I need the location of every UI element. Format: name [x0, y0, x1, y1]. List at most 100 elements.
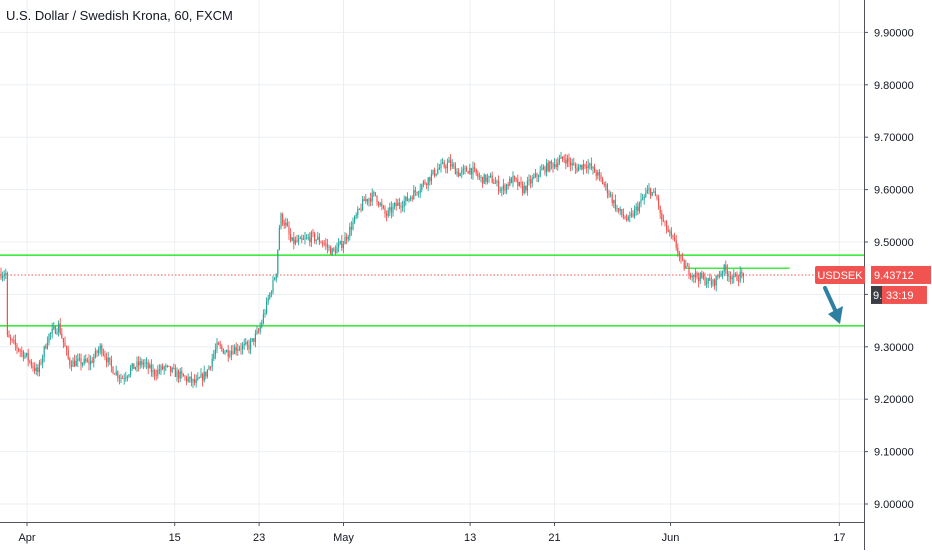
candle-body — [578, 166, 580, 172]
candle-body — [456, 171, 458, 175]
candle-body — [238, 348, 240, 350]
candle-body — [331, 248, 333, 255]
candle-body — [706, 283, 708, 285]
candle-body — [386, 213, 388, 216]
candle-body — [53, 326, 55, 329]
candle-body — [91, 360, 93, 363]
candle-body — [589, 163, 591, 166]
candle-body — [19, 350, 21, 352]
candle-body — [234, 347, 236, 354]
candle-body — [317, 237, 319, 240]
candle-body — [686, 265, 688, 267]
candle-body — [291, 237, 293, 241]
down-arrow-shaft — [823, 286, 838, 314]
candle-body — [605, 184, 607, 186]
candle-body — [630, 213, 632, 216]
candle-body — [350, 226, 352, 230]
candle-body — [163, 366, 165, 370]
candle-body — [693, 275, 695, 278]
candle-body — [310, 232, 312, 243]
candle-body — [0, 273, 2, 279]
candle-body — [34, 367, 36, 372]
candle-body — [254, 333, 256, 342]
candle-body — [586, 166, 588, 168]
candle-body — [544, 166, 546, 173]
candle-body — [211, 358, 213, 367]
candle-body — [75, 360, 77, 367]
candle-body — [206, 369, 208, 377]
candle-body — [176, 371, 178, 377]
candle-body — [323, 243, 325, 245]
candle-body — [299, 237, 301, 240]
candle-body — [635, 206, 637, 210]
candle-body — [562, 156, 564, 160]
candle-body — [640, 199, 642, 204]
candle-body — [93, 357, 95, 363]
candle-body — [360, 208, 362, 211]
candle-body — [67, 349, 69, 359]
candle-body — [246, 342, 248, 345]
candle-body — [221, 346, 223, 349]
candle-body — [32, 365, 34, 368]
candle-body — [122, 378, 124, 379]
candle-body — [510, 178, 512, 184]
candle-body — [723, 264, 725, 273]
candle-body — [371, 192, 373, 202]
candle-body — [632, 213, 634, 217]
candle-body — [592, 166, 594, 169]
candle-body — [651, 192, 653, 196]
candle-body — [504, 184, 506, 191]
candle-body — [134, 367, 136, 369]
candle-body — [446, 162, 448, 169]
candle-body — [72, 360, 74, 367]
candle-body — [459, 173, 461, 177]
candle-body — [416, 192, 418, 194]
candle-body — [213, 354, 215, 359]
candle-body — [373, 192, 375, 194]
candle-body — [549, 161, 551, 171]
y-tick-label: 9.60000 — [874, 185, 914, 197]
candle-body — [462, 168, 464, 171]
countdown-price-prefix: 9. — [873, 290, 882, 302]
candle-body — [29, 360, 31, 362]
candle-body — [282, 213, 284, 224]
candle-body — [283, 223, 285, 226]
candle-body — [702, 276, 704, 278]
candle-body — [309, 237, 311, 243]
candle-body — [485, 174, 487, 182]
candle-body — [530, 179, 532, 184]
candle-body — [125, 377, 127, 379]
candle-body — [698, 277, 700, 282]
candle-body — [680, 255, 682, 259]
candle-body — [173, 368, 175, 369]
candle-body — [294, 239, 296, 244]
candle-body — [501, 189, 503, 191]
candle-body — [558, 158, 560, 163]
candle-body — [682, 258, 684, 261]
candle-body — [10, 337, 12, 340]
candle-body — [661, 213, 663, 220]
candle-body — [704, 276, 706, 285]
candle-body — [658, 198, 660, 207]
candle-body — [210, 366, 212, 368]
candle-body — [448, 160, 450, 163]
candle-body — [352, 222, 354, 230]
candle-body — [626, 218, 628, 220]
candle-body — [214, 349, 216, 355]
candle-body — [621, 209, 623, 215]
candle-body — [232, 350, 234, 354]
candle-body — [642, 198, 644, 200]
candle-body — [525, 185, 527, 191]
candle-body — [619, 209, 621, 211]
candle-body — [194, 379, 196, 383]
candle-body — [560, 156, 562, 159]
candle-body — [430, 173, 432, 182]
candle-body — [629, 215, 631, 217]
candle-body — [162, 365, 164, 370]
candle-body — [392, 206, 394, 213]
candle-body — [341, 240, 343, 249]
candle-body — [390, 207, 392, 213]
candle-body — [86, 360, 88, 362]
candle-body — [677, 247, 679, 253]
candle-body — [440, 163, 442, 169]
